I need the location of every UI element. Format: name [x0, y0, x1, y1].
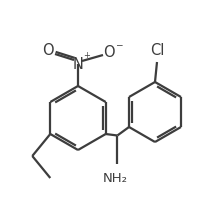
Text: +: + [83, 51, 90, 60]
Text: N: N [72, 56, 83, 71]
Text: O: O [103, 45, 115, 59]
Text: Cl: Cl [150, 43, 164, 58]
Text: O: O [42, 43, 54, 58]
Text: NH₂: NH₂ [103, 171, 128, 184]
Text: −: − [115, 40, 122, 49]
